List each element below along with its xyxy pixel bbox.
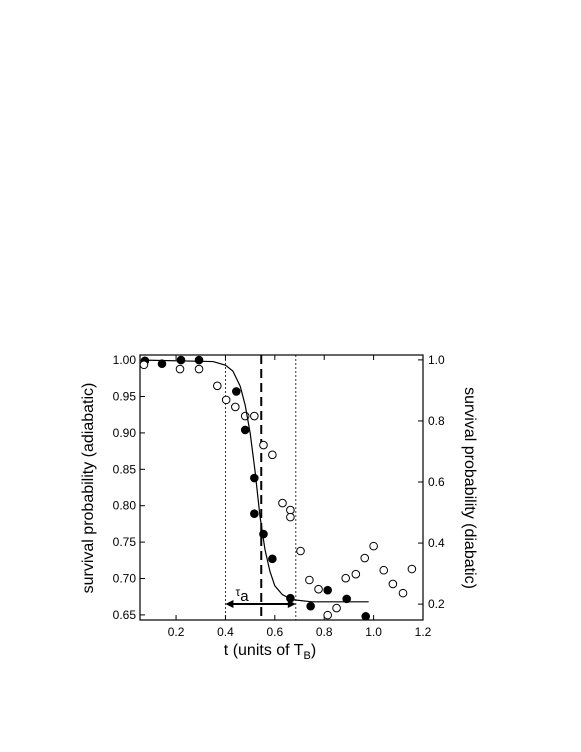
point-open xyxy=(314,584,323,594)
y2-tick-label: 1.0 xyxy=(428,353,445,367)
x-label-sub: B xyxy=(304,650,311,662)
x-tick-label: 1.0 xyxy=(365,625,382,639)
x-tick-label: 0.8 xyxy=(316,625,333,639)
point-open xyxy=(296,546,305,556)
y-tick-label: 0.85 xyxy=(113,462,137,476)
x-label-main: t (units of T xyxy=(224,642,304,659)
point-filled xyxy=(268,554,277,564)
point-open xyxy=(250,411,259,421)
x-tick-label: 0.4 xyxy=(217,625,234,639)
x-tick-label: 1.2 xyxy=(415,625,432,639)
point-open xyxy=(139,360,149,370)
point-open xyxy=(407,564,417,574)
point-filled xyxy=(194,355,204,365)
point-open xyxy=(231,402,240,412)
arrow-label-sub: a xyxy=(240,588,249,605)
y2-tick-label: 0.8 xyxy=(428,414,445,428)
point-open xyxy=(194,364,204,374)
point-filled xyxy=(250,509,259,519)
point-filled xyxy=(361,612,371,621)
y-tick-label: 0.90 xyxy=(113,426,137,440)
arrow-head xyxy=(287,599,296,608)
point-open xyxy=(175,364,185,374)
point-open xyxy=(286,505,295,515)
plot-frame xyxy=(139,354,424,621)
y2-tick-label: 0.2 xyxy=(428,597,445,611)
y-tick-label: 0.95 xyxy=(113,389,137,403)
point-open xyxy=(341,573,351,583)
point-filled xyxy=(176,355,186,365)
point-filled xyxy=(306,601,315,611)
point-open xyxy=(286,512,295,522)
x-axis-label: t (units of TB) xyxy=(224,642,316,662)
point-filled xyxy=(232,387,241,396)
y-tick-label: 0.65 xyxy=(113,608,137,622)
arrow-label: τa xyxy=(235,585,249,605)
point-open xyxy=(369,541,378,551)
x-label-end: ) xyxy=(311,642,316,659)
y-tick-label: 0.80 xyxy=(113,499,137,513)
point-open xyxy=(268,450,277,460)
point-open xyxy=(388,579,398,589)
y-axis-label: survival probability (adiabatic) xyxy=(80,383,97,594)
point-open xyxy=(332,603,341,613)
arrow-label-main: τ xyxy=(235,585,240,599)
point-open xyxy=(259,440,268,450)
y2-tick-label: 0.6 xyxy=(428,475,445,489)
point-filled xyxy=(250,473,259,483)
y-tick-label: 1.00 xyxy=(113,353,137,367)
point-open xyxy=(221,395,231,405)
point-open xyxy=(379,565,389,575)
point-open xyxy=(351,569,361,579)
y-tick-label: 0.70 xyxy=(113,572,137,586)
fit-curve xyxy=(143,359,369,603)
point-open xyxy=(305,575,314,585)
x-tick-label: 0.2 xyxy=(168,625,185,639)
point-filled xyxy=(240,425,250,435)
point-filled xyxy=(323,585,332,595)
x-tick-label: 0.6 xyxy=(266,625,283,639)
arrow-head xyxy=(225,599,234,608)
y2-tick-label: 0.4 xyxy=(428,536,445,550)
point-filled xyxy=(342,594,351,604)
point-open xyxy=(212,381,222,391)
point-open xyxy=(360,553,370,563)
point-open xyxy=(398,588,408,598)
y-tick-label: 0.75 xyxy=(113,535,137,549)
point-open xyxy=(323,610,332,620)
point-open xyxy=(278,498,287,508)
y2-axis-label: survival probability (diabatic) xyxy=(461,387,478,589)
